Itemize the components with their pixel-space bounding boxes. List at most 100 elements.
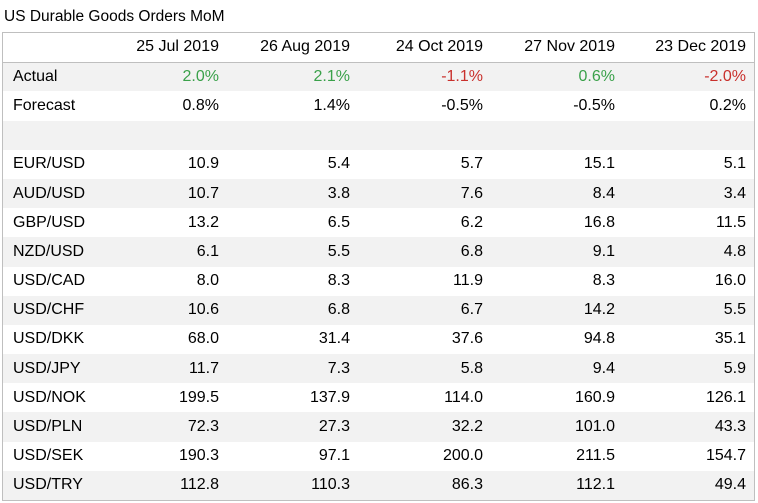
table-cell: 114.0	[444, 388, 483, 406]
table-cell: 7.3	[229, 354, 360, 384]
table-title: US Durable Goods Orders MoM	[4, 8, 225, 25]
row-label: Actual	[3, 62, 98, 92]
column-header: 24 Oct 2019	[360, 33, 493, 63]
table-cell: 6.8	[360, 237, 493, 267]
table-cell: 5.7	[460, 155, 483, 173]
table-cell	[493, 120, 625, 150]
table-cell: 4.8	[625, 237, 754, 267]
table-cell: -2.0%	[625, 62, 754, 92]
table-cell: 72.3	[98, 412, 229, 442]
table-row	[3, 120, 754, 150]
table-row: USD/SEK 190.3 97.1 200.0 211.5 154.7	[3, 442, 754, 471]
table-cell: 11.7	[98, 354, 229, 384]
table-cell: 27.3	[229, 412, 360, 442]
table-body: Actual 2.0% 2.1% -1.1% 0.6% -2.0% Forecast 0.8%…	[3, 62, 754, 500]
data-table: 25 Jul 2019 26 Aug 2019 24 Oct 2019 27 N…	[3, 33, 754, 500]
row-label: AUD/USD	[3, 178, 98, 209]
table-cell: 8.3	[592, 272, 615, 290]
row-label: NZD/USD	[3, 237, 98, 267]
table-cell: 68.0	[187, 330, 219, 348]
table-cell: 97.1	[318, 447, 350, 465]
table-cell: 154.7	[705, 447, 746, 465]
table-cell	[229, 120, 360, 150]
table-cell: 16.8	[583, 213, 615, 231]
row-label: USD/PLN	[3, 412, 98, 442]
table-cell: 11.5	[716, 213, 746, 231]
table-row: AUD/USD 10.7 3.8 7.6 8.4 3.4	[3, 178, 754, 209]
header-row: 25 Jul 2019 26 Aug 2019 24 Oct 2019 27 N…	[3, 33, 754, 63]
column-header: 27 Nov 2019	[493, 33, 625, 63]
row-label: GBP/USD	[13, 213, 86, 231]
table-row: USD/TRY 112.8 110.3 86.3 112.1 49.4	[3, 470, 754, 500]
table-cell	[98, 120, 229, 150]
table-row: NZD/USD 6.1 5.5 6.8 9.1 4.8	[3, 237, 754, 267]
table-cell: 94.8	[583, 330, 615, 348]
table-cell: 31.4	[318, 330, 350, 348]
table-cell: 86.3	[360, 470, 493, 500]
table-cell: 35.1	[714, 330, 746, 348]
table-cell: 13.2	[187, 213, 219, 231]
table-row: USD/PLN 72.3 27.3 32.2 101.0 43.3	[3, 412, 754, 442]
row-label	[3, 120, 98, 150]
table-cell: 11.9	[453, 272, 483, 290]
row-label: EUR/USD	[13, 155, 86, 173]
table-cell: 9.1	[493, 237, 625, 267]
table-cell: 110.3	[229, 470, 360, 500]
table-cell: 101.0	[493, 412, 625, 442]
table-cell	[360, 120, 493, 150]
table-cell: 6.8	[229, 295, 360, 325]
table-cell: 5.5	[229, 237, 360, 267]
table-cell: 10.6	[98, 295, 229, 325]
table-row: USD/CAD 8.0 8.3 11.9 8.3 16.0	[3, 267, 754, 296]
table-cell: 14.2	[493, 295, 625, 325]
table-cell: 0.2%	[709, 96, 746, 114]
column-header: 23 Dec 2019	[625, 33, 754, 63]
table-cell: 190.3	[178, 447, 219, 465]
table-row: Forecast 0.8% 1.4% -0.5% -0.5% 0.2%	[3, 91, 754, 120]
row-label: USD/CAD	[13, 272, 86, 290]
table-row: USD/NOK 199.5 137.9 114.0 160.9 126.1	[3, 383, 754, 412]
table-cell: 37.6	[451, 330, 483, 348]
header-corner	[3, 33, 98, 63]
table-cell: 199.5	[178, 388, 219, 406]
table-row: USD/DKK 68.0 31.4 37.6 94.8 35.1	[3, 325, 754, 354]
table-row: Actual 2.0% 2.1% -1.1% 0.6% -2.0%	[3, 62, 754, 92]
column-header: 25 Jul 2019	[98, 33, 229, 63]
table-cell: 126.1	[705, 388, 746, 406]
table-cell: 5.5	[625, 295, 754, 325]
row-label: USD/DKK	[13, 330, 85, 348]
table-cell: 49.4	[625, 470, 754, 500]
table-cell: 16.0	[714, 272, 746, 290]
table-cell	[625, 120, 754, 150]
table-cell: 8.0	[196, 272, 219, 290]
table-cell: 2.0%	[98, 62, 229, 92]
table-cell: 0.6%	[493, 62, 625, 92]
table-cell: -0.5%	[573, 96, 615, 114]
row-label: Forecast	[13, 96, 76, 114]
table-row: EUR/USD 10.9 5.4 5.7 15.1 5.1	[3, 150, 754, 179]
table-cell: 0.8%	[182, 96, 219, 114]
table-cell: 7.6	[360, 178, 493, 209]
table-cell: 10.7	[98, 178, 229, 209]
table-cell: 5.9	[625, 354, 754, 384]
row-label: USD/CHF	[3, 295, 98, 325]
table-cell: 15.1	[583, 155, 615, 173]
table-cell: -1.1%	[360, 62, 493, 92]
row-label: USD/SEK	[13, 447, 84, 465]
table-row: USD/JPY 11.7 7.3 5.8 9.4 5.9	[3, 354, 754, 384]
table-cell: 32.2	[360, 412, 493, 442]
table-cell: -0.5%	[441, 96, 483, 114]
table-cell: 137.9	[309, 388, 350, 406]
table-cell: 160.9	[574, 388, 615, 406]
table-cell: 8.4	[493, 178, 625, 209]
table-cell: 8.3	[327, 272, 350, 290]
table-cell: 5.4	[327, 155, 350, 173]
table-cell: 5.1	[723, 155, 746, 173]
table-cell: 3.8	[229, 178, 360, 209]
table-cell: 6.7	[360, 295, 493, 325]
table-cell: 6.1	[98, 237, 229, 267]
table-cell: 200.0	[442, 447, 483, 465]
table-cell: 3.4	[625, 178, 754, 209]
row-label: USD/TRY	[3, 470, 98, 500]
table-cell: 9.4	[493, 354, 625, 384]
